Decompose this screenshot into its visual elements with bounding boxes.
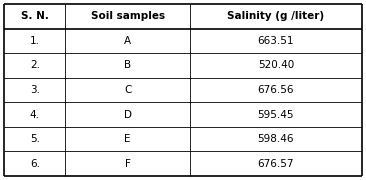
Text: 676.56: 676.56 bbox=[258, 85, 294, 95]
Text: A: A bbox=[124, 36, 131, 46]
Text: 598.46: 598.46 bbox=[258, 134, 294, 144]
Text: 1.: 1. bbox=[30, 36, 40, 46]
Text: 4.: 4. bbox=[30, 110, 40, 120]
Text: 595.45: 595.45 bbox=[258, 110, 294, 120]
Text: 663.51: 663.51 bbox=[258, 36, 294, 46]
Text: 676.57: 676.57 bbox=[258, 159, 294, 169]
Text: C: C bbox=[124, 85, 131, 95]
Text: 520.40: 520.40 bbox=[258, 60, 294, 70]
Text: E: E bbox=[124, 134, 131, 144]
Text: 6.: 6. bbox=[30, 159, 40, 169]
Text: F: F bbox=[125, 159, 131, 169]
Text: B: B bbox=[124, 60, 131, 70]
Text: 2.: 2. bbox=[30, 60, 40, 70]
Text: Soil samples: Soil samples bbox=[90, 11, 165, 21]
Text: 5.: 5. bbox=[30, 134, 40, 144]
Text: D: D bbox=[124, 110, 132, 120]
Text: S. N.: S. N. bbox=[21, 11, 49, 21]
Text: 3.: 3. bbox=[30, 85, 40, 95]
Text: Salinity (g /liter): Salinity (g /liter) bbox=[227, 11, 324, 21]
